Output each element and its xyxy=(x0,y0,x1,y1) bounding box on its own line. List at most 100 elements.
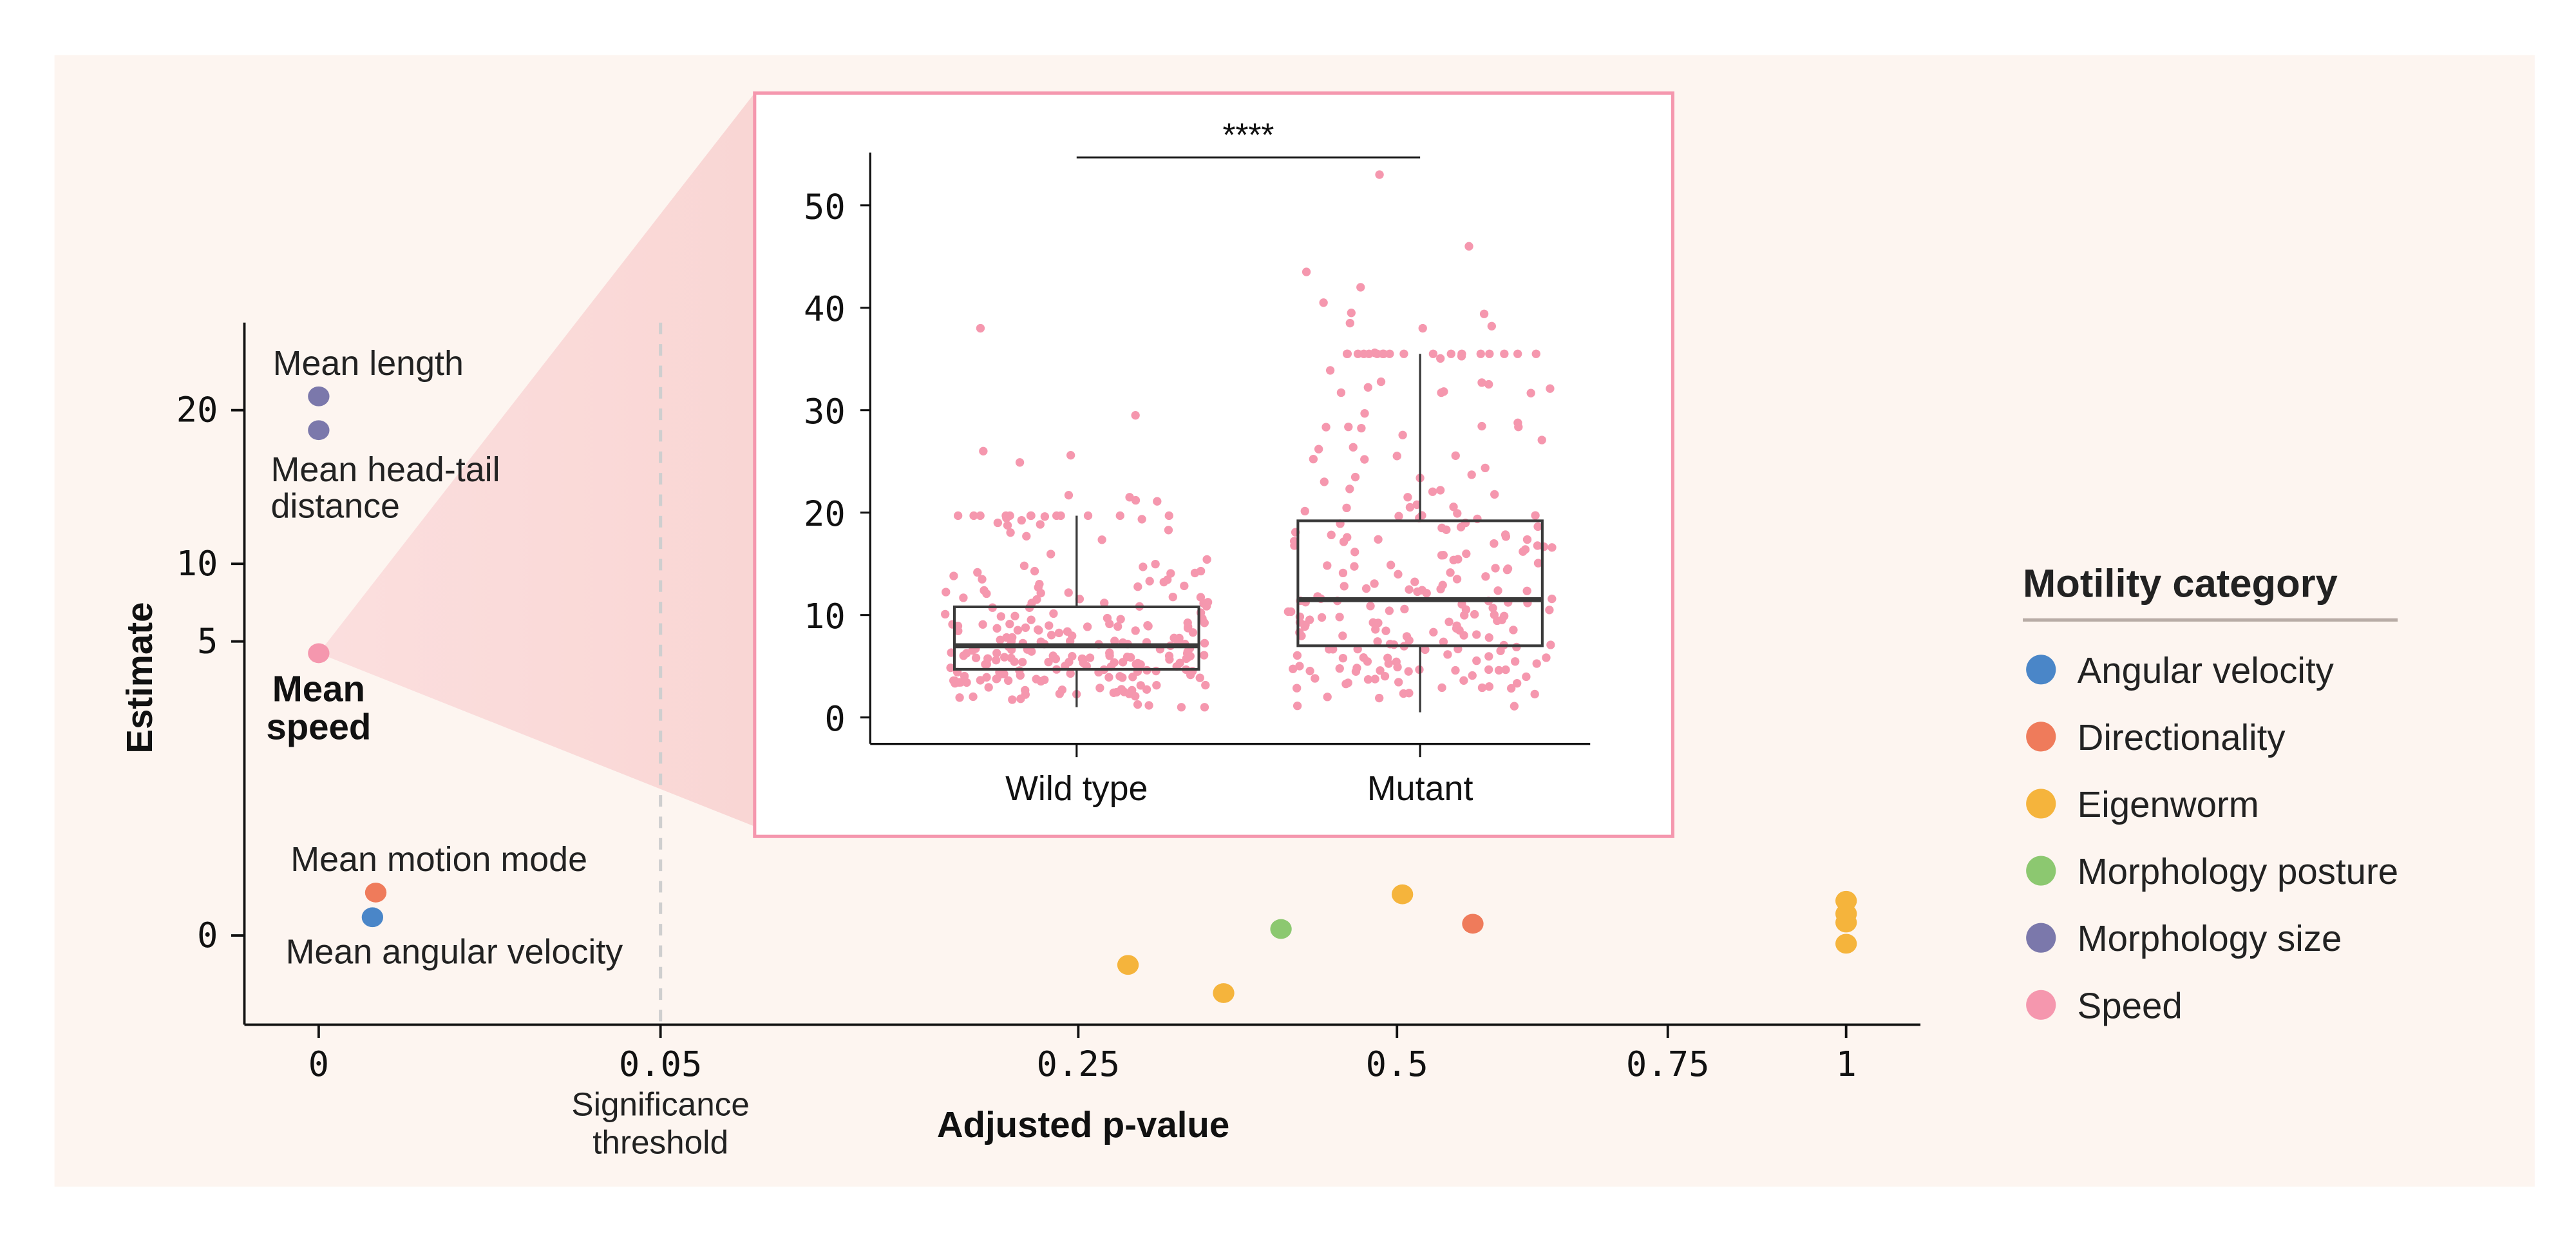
jitter-point xyxy=(976,676,985,685)
jitter-point xyxy=(1321,423,1331,432)
jitter-point xyxy=(1404,667,1413,676)
jitter-point xyxy=(1048,651,1057,660)
jitter-point xyxy=(1115,672,1124,681)
jitter-point xyxy=(1403,493,1412,502)
jitter-point xyxy=(942,588,951,597)
jitter-point xyxy=(953,511,963,521)
jitter-point xyxy=(1375,170,1384,179)
jitter-point xyxy=(1380,671,1390,681)
jitter-point xyxy=(1477,378,1486,387)
data-point xyxy=(1391,884,1414,905)
jitter-point xyxy=(1338,568,1348,578)
jitter-point xyxy=(1522,586,1531,595)
jitter-point xyxy=(1443,650,1452,659)
jitter-point xyxy=(1357,423,1366,433)
jitter-point xyxy=(1019,561,1029,570)
jitter-point xyxy=(1295,628,1304,637)
jitter-point xyxy=(1457,349,1466,358)
jitter-point xyxy=(976,323,985,333)
jitter-point xyxy=(1002,513,1011,522)
point-label: distance xyxy=(271,487,400,526)
jitter-point xyxy=(1545,606,1554,615)
jitter-point xyxy=(1104,673,1113,682)
jitter-point xyxy=(1437,523,1446,533)
inset-boxplot: 0 10 20 30 40 50 Wild type Mutant **** xyxy=(753,91,1674,838)
jitter-point xyxy=(1385,349,1394,358)
jitter-point xyxy=(1343,678,1352,687)
jitter-point xyxy=(1493,586,1502,595)
jitter-point xyxy=(946,663,955,673)
jitter-point xyxy=(1046,550,1056,559)
main-plot: 0 5 10 20 0 0.05 0.25 0.5 0.75 1 Mean length Mean… xyxy=(119,322,1921,1161)
jitter-point xyxy=(1036,588,1045,598)
jitter-point xyxy=(949,571,958,580)
jitter-point xyxy=(979,446,988,455)
jitter-point xyxy=(1068,651,1077,661)
jitter-point xyxy=(1428,349,1438,358)
inset-x-tick-label: Mutant xyxy=(1367,769,1473,808)
zoom-cone xyxy=(318,93,755,827)
jitter-point xyxy=(1202,602,1211,611)
point-label: Mean length xyxy=(273,344,464,383)
jitter-point xyxy=(1100,598,1109,608)
jitter-point xyxy=(1399,689,1408,698)
jitter-point xyxy=(1097,535,1106,544)
jitter-point xyxy=(953,622,963,631)
jitter-point xyxy=(1055,689,1065,698)
jitter-point xyxy=(976,511,985,521)
jitter-point xyxy=(984,683,993,692)
jitter-point xyxy=(1309,454,1318,464)
data-point xyxy=(308,643,330,664)
jitter-point xyxy=(1026,511,1036,521)
legend-label: Directionality xyxy=(2078,717,2286,758)
jitter-point xyxy=(1131,495,1141,505)
jitter-point xyxy=(1133,658,1142,668)
jitter-point xyxy=(1320,477,1329,486)
jitter-point xyxy=(996,612,1006,621)
jitter-point xyxy=(1064,588,1073,597)
jitter-point xyxy=(1477,421,1486,431)
jitter-point xyxy=(1405,503,1415,512)
legend-swatch xyxy=(2026,923,2056,953)
data-point xyxy=(361,907,384,928)
jitter-point xyxy=(1145,577,1154,586)
data-point xyxy=(1835,912,1857,933)
jitter-point xyxy=(1049,609,1058,618)
jitter-point xyxy=(1453,509,1462,518)
jitter-point xyxy=(1533,559,1543,568)
jitter-point xyxy=(1342,503,1351,513)
jitter-point xyxy=(1435,486,1445,495)
jitter-point xyxy=(1200,638,1209,648)
jitter-point xyxy=(1317,613,1327,622)
jitter-point xyxy=(1470,609,1479,619)
jitter-point xyxy=(1008,695,1017,704)
jitter-point xyxy=(1394,678,1403,687)
inset-y-tick-label: 20 xyxy=(804,493,846,534)
x-tick-label: 0.25 xyxy=(1037,1044,1121,1084)
jitter-point xyxy=(1457,600,1466,609)
jitter-point xyxy=(1491,564,1500,573)
jitter-point xyxy=(1133,582,1142,591)
jitter-point xyxy=(1003,521,1012,530)
jitter-point xyxy=(1531,349,1540,358)
jitter-point xyxy=(1449,503,1458,512)
jitter-point xyxy=(971,653,981,662)
jitter-point xyxy=(1015,458,1025,467)
jitter-point xyxy=(1531,511,1540,520)
significance-stars: **** xyxy=(1223,116,1274,153)
jitter-point xyxy=(1490,490,1499,499)
jitter-point xyxy=(1052,511,1061,521)
jitter-point xyxy=(1003,676,1013,685)
jitter-point xyxy=(1375,693,1384,703)
jitter-point xyxy=(1522,672,1531,682)
jitter-point xyxy=(999,653,1009,662)
data-point xyxy=(365,883,387,903)
jitter-point xyxy=(1151,559,1160,569)
jitter-point xyxy=(1494,665,1504,675)
legend-swatch xyxy=(2026,655,2056,685)
jitter-point xyxy=(1311,674,1320,683)
jitter-point xyxy=(1383,653,1392,662)
jitter-point xyxy=(1027,615,1036,624)
jitter-point xyxy=(1472,656,1481,665)
jitter-point xyxy=(1201,680,1210,690)
